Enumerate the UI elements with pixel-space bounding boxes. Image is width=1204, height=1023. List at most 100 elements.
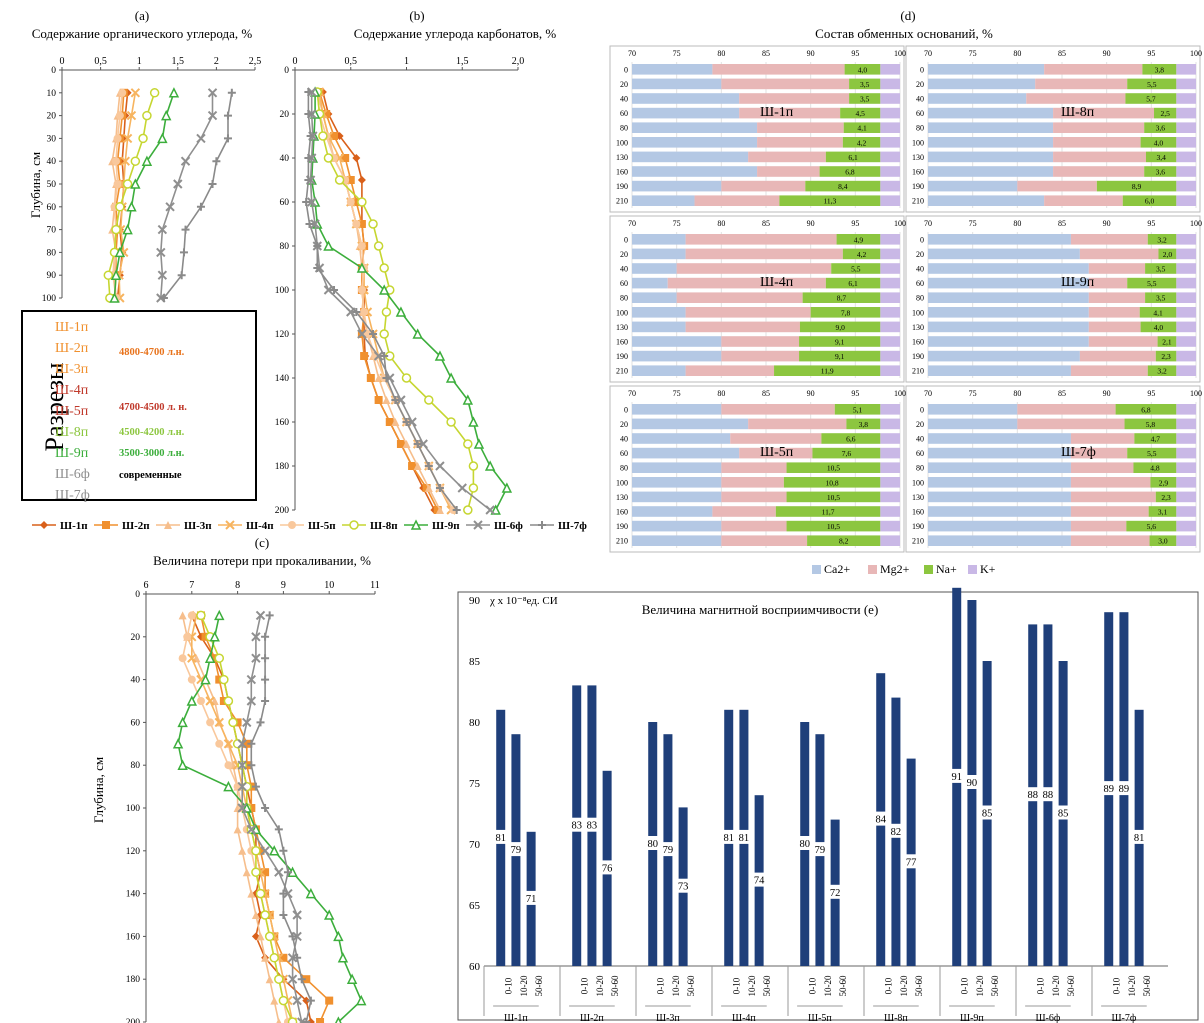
data-point-Ш-5п [357,242,366,250]
value-label: 73 [678,882,689,893]
value-label-bg [812,842,827,857]
bar-na [1144,166,1177,177]
data-point-Ш-8п [424,395,434,405]
bar-ca [928,336,1089,347]
bar-k [880,336,900,347]
data-point-Ш-5п [357,286,366,294]
data-point-Ш-7ф [352,308,361,316]
data-point-Ш-6ф [246,674,257,685]
x-tick-label: 90 [1103,219,1111,228]
subcategory-label: 50-60 [1142,975,1152,996]
value-label: 79 [663,845,674,856]
data-point-Ш-7ф [382,374,391,382]
bar-ca [632,520,722,532]
bar-mg [721,477,784,488]
bar-mg [1070,477,1151,488]
value-label: 77 [906,857,917,868]
bar-mg [712,506,776,517]
y-tick-label: 80 [131,761,141,771]
data-point-Ш-4п [223,739,234,749]
x-tick-label: 80 [717,49,725,58]
bar-mg [1070,491,1156,503]
bar-mg [721,535,808,546]
data-point-Ш-9п [110,269,122,280]
na-value-label: 3,2 [1157,367,1167,376]
data-point-Ш-6ф [242,717,252,728]
y-tick-label: 80 [280,242,290,252]
data-point-Ш-7ф [261,632,270,641]
data-point-Ш-8п [111,224,121,235]
bar-mg [757,137,843,148]
na-value-label: 9,0 [835,323,845,332]
na-value-label: 4,9 [854,235,864,244]
bar-na [1147,234,1177,245]
data-point-Ш-8п [379,329,389,339]
na-value-label: 6,0 [1145,197,1155,206]
data-point-Ш-9п [468,416,479,427]
depth-label: 80 [620,294,628,303]
data-point-Ш-6ф [307,197,317,207]
data-point-Ш-4п [130,88,141,98]
bar-na [825,277,881,289]
bar-k [1176,433,1196,444]
legend-label-Ш-8п: Ш-8п [370,520,398,532]
bar-ca [928,166,1054,177]
na-value-label: 6,8 [1141,405,1151,414]
data-point-Ш-7ф [181,225,190,234]
depth-label: 130 [616,153,628,162]
na-value-label: 6,8 [845,168,855,177]
data-point-Ш-5п [352,220,361,228]
x-tick-label: 0,5 [345,56,358,67]
bar-k [880,151,900,163]
data-point-Ш-3п [251,911,260,919]
x-tick-label: 90 [807,49,815,58]
bar-k [1176,491,1196,503]
bar-ca [928,248,1080,260]
bar-k [1176,122,1196,133]
x-tick-label: 0 [293,56,298,67]
bar-na [799,336,881,347]
data-point-Ш-6ф [157,224,168,235]
panel-e-ylabel: χ x 10⁻⁸ед. СИ [489,595,558,607]
x-tick-label: 85 [1058,389,1066,398]
bar-k [880,234,900,245]
data-point-Ш-6ф [292,910,302,920]
na-value-label: 8,9 [1132,182,1142,191]
panel-d-legend: Ca2+ Mg2+ Na+ K+ [812,562,996,576]
value-label: 80 [647,839,658,850]
legend-label-K+: K+ [980,562,996,576]
data-point-Ш-9п [223,780,234,792]
series-line-Ш-5п [112,92,123,299]
bar-k [1176,277,1196,289]
panel-d-letter: (d) [900,8,915,23]
line-legend: Ш-1п Ш-2п Ш-3п Ш-4п Ш-5п Ш-8п Ш-9п Ш-6ф Ш-7ф [32,519,587,532]
bar-k [880,433,900,444]
x-tick-label: 95 [1147,49,1155,58]
bar-k [1176,64,1196,75]
x-tick-label: 75 [969,219,977,228]
data-point-Ш-6ф [196,133,206,144]
bar-ca [928,234,1071,245]
legend-period: 4700-4500 л. н. [119,402,187,413]
bar-mg [685,321,800,333]
x-tick-label: 70 [628,49,636,58]
data-point-Ш-9п [172,738,184,749]
depth-label: 40 [916,95,924,104]
na-value-label: 3,5 [1156,265,1166,274]
bar-na [1144,122,1177,133]
y-tick-label: 20 [47,112,57,122]
depth-label: 80 [620,464,628,473]
data-point-Ш-4п [214,717,224,728]
bar-k [1176,263,1196,274]
data-point-Ш-4п [122,133,133,144]
legend-item-Ш-1п: Ш-1п [55,320,89,335]
panel-a-letter: (a) [135,8,149,23]
depth-label: 20 [620,420,628,429]
bar-k [1176,365,1196,376]
profile-label-Ш-7ф: Ш-7ф [1061,445,1096,460]
data-point-Ш-6ф [418,439,428,449]
value-label-bg [964,775,979,789]
subcategory-label: 10-20 [823,975,833,996]
bar-ca [632,418,749,430]
data-point-Ш-9п [114,246,126,258]
